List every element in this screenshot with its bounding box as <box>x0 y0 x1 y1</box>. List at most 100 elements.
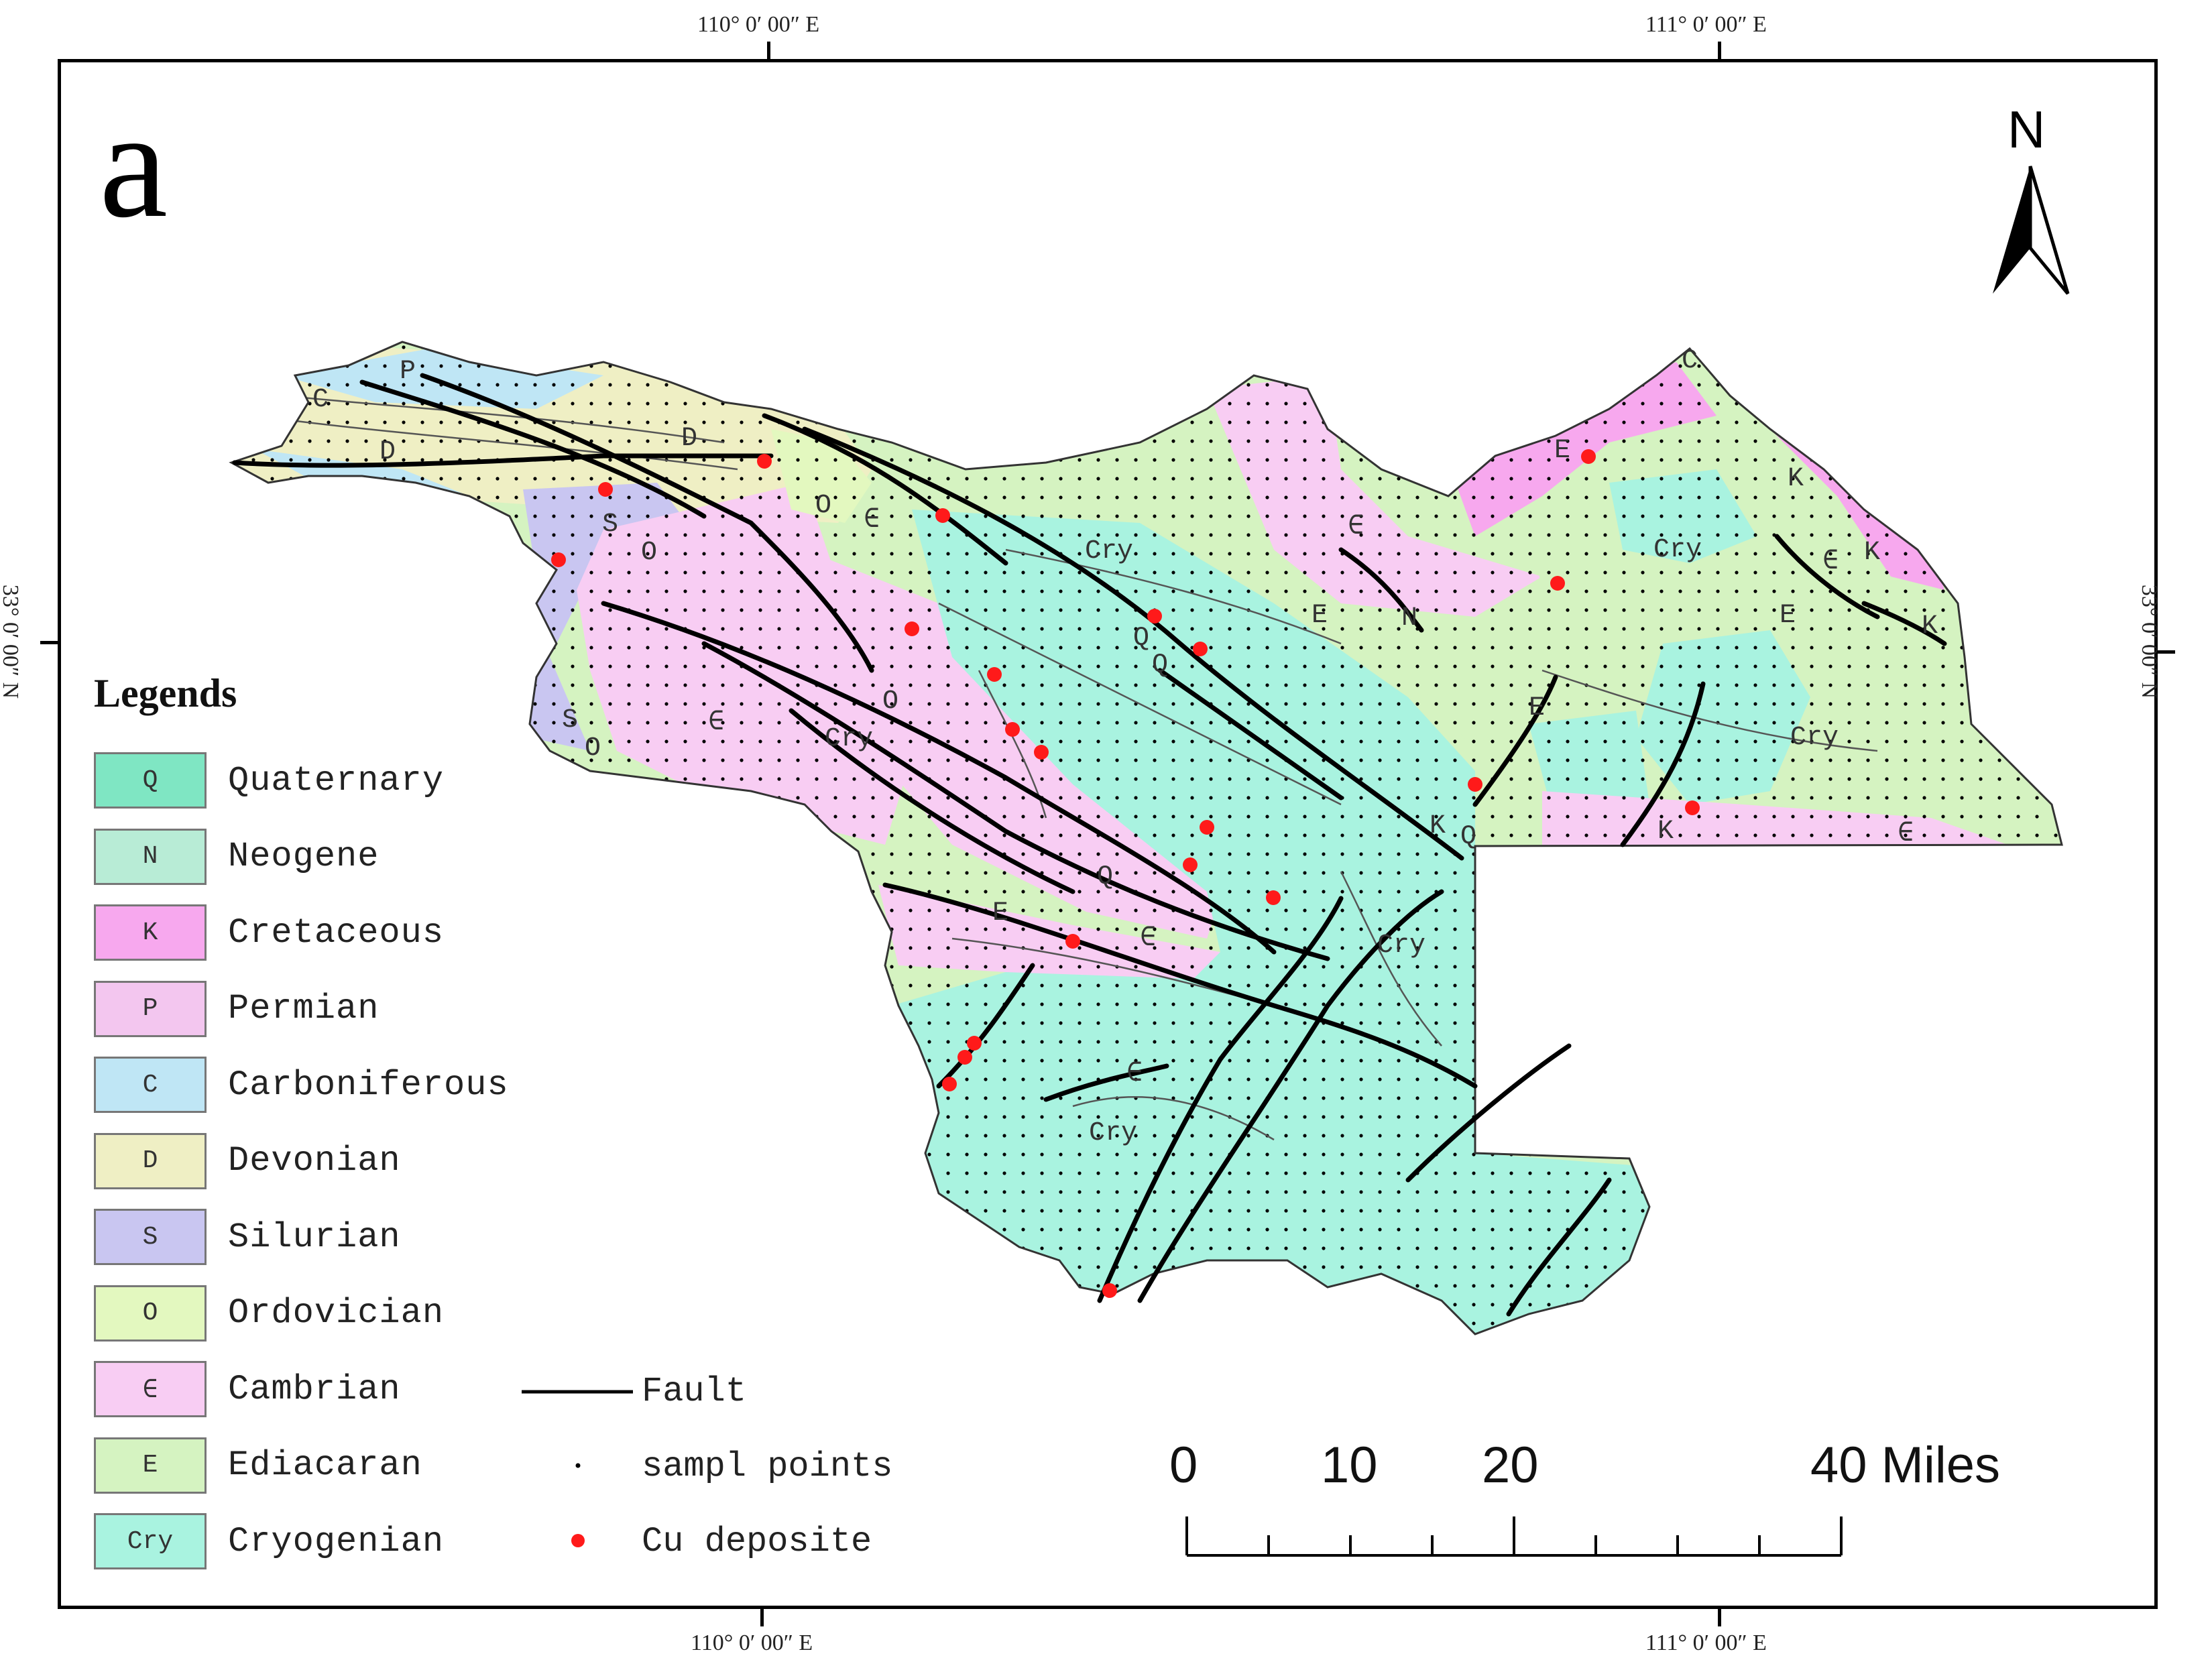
tick-left-33 <box>40 641 58 644</box>
map-label: D <box>380 437 396 467</box>
legend-swatch: D <box>94 1132 207 1189</box>
map-unit-labels: C P D D O S O S O ∈ ∈ O Cry Q Q E Cry E … <box>312 346 1938 1148</box>
legend-row-ediacaran: E Ediacaran <box>94 1437 422 1494</box>
legend-unit-label: Silurian <box>228 1217 401 1257</box>
map-label: K <box>1788 464 1804 494</box>
legend-row-devonian: D Devonian <box>94 1132 401 1189</box>
map-label: E <box>1554 436 1570 466</box>
legend-row-neogene: N Neogene <box>94 828 380 885</box>
tick-bottom-111 <box>1718 1609 1721 1626</box>
legend-row-cambrian: ∈ Cambrian <box>94 1361 401 1417</box>
map-label: N <box>1401 603 1417 634</box>
map-label: Q <box>1097 862 1113 892</box>
map-label: Cry <box>1653 535 1702 565</box>
legend-swatch: C <box>94 1057 207 1113</box>
fault-lines <box>232 373 1947 1317</box>
legend-cu-deposit: Cu deposite <box>520 1518 872 1565</box>
map-label: ∈ <box>1126 1059 1143 1089</box>
legend-title: Legends <box>94 671 237 715</box>
tick-top-111 <box>1718 42 1721 59</box>
map-label: ∈ <box>1898 819 1914 849</box>
coord-bottom-left: 110° 0′ 00″ E <box>691 1630 813 1655</box>
north-arrow-icon <box>1993 166 2070 295</box>
map-label: C <box>312 385 329 415</box>
legend-fault: Fault <box>520 1368 746 1415</box>
scale-bar <box>1185 1516 1843 1557</box>
map-label: Cry <box>1377 931 1425 961</box>
north-label: N <box>2007 100 2046 159</box>
legend-swatch: Q <box>94 752 207 809</box>
map-frame <box>58 59 2158 1609</box>
map-label: E <box>1312 601 1328 631</box>
scale-label-20: 20 <box>1482 1437 1539 1494</box>
map-label: E <box>992 898 1008 929</box>
coord-top-right: 111° 0′ 00″ E <box>1645 12 1767 37</box>
map-label: O <box>585 733 601 764</box>
map-label: Cry <box>1790 723 1839 753</box>
map-label: K <box>1864 538 1880 568</box>
legend-cu-deposit-label: Cu deposite <box>642 1521 872 1561</box>
legend-unit-label: Permian <box>228 989 380 1028</box>
map-label: K <box>1922 611 1938 642</box>
panel-label: a <box>99 78 168 249</box>
map-label: O <box>815 491 831 521</box>
map-label: S <box>562 705 578 735</box>
legend-row-quaternary: Q Quaternary <box>94 752 444 809</box>
legend-unit-label: Cambrian <box>228 1369 401 1409</box>
legend-swatch: O <box>94 1285 207 1342</box>
legend-swatch: ∈ <box>94 1361 207 1417</box>
coord-top-left: 110° 0′ 00″ E <box>697 12 820 37</box>
map-label: ∈ <box>864 505 880 536</box>
coord-bottom-right: 111° 0′ 00″ E <box>1645 1630 1767 1655</box>
cu-deposit-legend-dot <box>571 1534 585 1547</box>
map-label: ∈ <box>1140 924 1156 954</box>
legend-row-silurian: S Silurian <box>94 1209 401 1265</box>
legend-row-cryogenian: Cry Cryogenian <box>94 1513 444 1569</box>
legend-unit-label: Ediacaran <box>228 1445 422 1485</box>
legend-unit-label: Carboniferous <box>228 1065 509 1105</box>
map-label: S <box>602 510 618 540</box>
legend-unit-label: Neogene <box>228 837 380 876</box>
map-label: O <box>641 538 657 568</box>
legend-unit-label: Devonian <box>228 1141 401 1181</box>
map-label: Q <box>1460 822 1476 852</box>
legend-row-permian: P Permian <box>94 980 380 1037</box>
legend-symbols <box>522 1390 633 1547</box>
legend-swatch: P <box>94 980 207 1037</box>
legend-unit-label: Quaternary <box>228 760 445 800</box>
map-label: E <box>1780 601 1796 631</box>
legend-row-carboniferous: C Carboniferous <box>94 1057 509 1113</box>
map-label: ∈ <box>1348 512 1364 542</box>
legend-unit-label: Cryogenian <box>228 1521 445 1561</box>
map-label: O <box>882 687 898 717</box>
map-label: K <box>1657 817 1674 847</box>
map-label: E <box>1529 693 1545 723</box>
map-label: Q <box>1133 623 1149 654</box>
scale-label-10: 10 <box>1321 1437 1378 1494</box>
legend-fault-label: Fault <box>642 1371 747 1411</box>
map-label: Cry <box>1089 1118 1137 1148</box>
scale-label-0: 0 <box>1169 1437 1198 1494</box>
map-label: ∈ <box>1822 547 1839 577</box>
map-label: D <box>681 424 697 454</box>
map-label: P <box>400 357 416 387</box>
legend-swatch: K <box>94 904 207 961</box>
tick-bottom-110 <box>760 1609 764 1626</box>
legend-row-ordovician: O Ordovician <box>94 1285 444 1342</box>
legend-swatch: Cry <box>94 1513 207 1569</box>
legend-unit-label: Cretaceous <box>228 912 445 953</box>
map-label: K <box>1430 811 1446 841</box>
map-label: ∈ <box>708 708 724 738</box>
tick-right-33 <box>2158 650 2175 654</box>
legend-swatch: E <box>94 1437 207 1494</box>
tick-top-110 <box>767 42 770 59</box>
map-label: C <box>1682 346 1698 376</box>
sample-point-legend-dot <box>575 1463 581 1468</box>
map-label: Cry <box>1085 536 1133 567</box>
legend-swatch: S <box>94 1209 207 1265</box>
scale-label-40-miles: 40 Miles <box>1810 1437 2000 1494</box>
cu-deposit-markers <box>551 449 1700 1298</box>
map-label: Cry <box>825 724 873 754</box>
legend-sample-points: sampl points <box>520 1443 892 1490</box>
